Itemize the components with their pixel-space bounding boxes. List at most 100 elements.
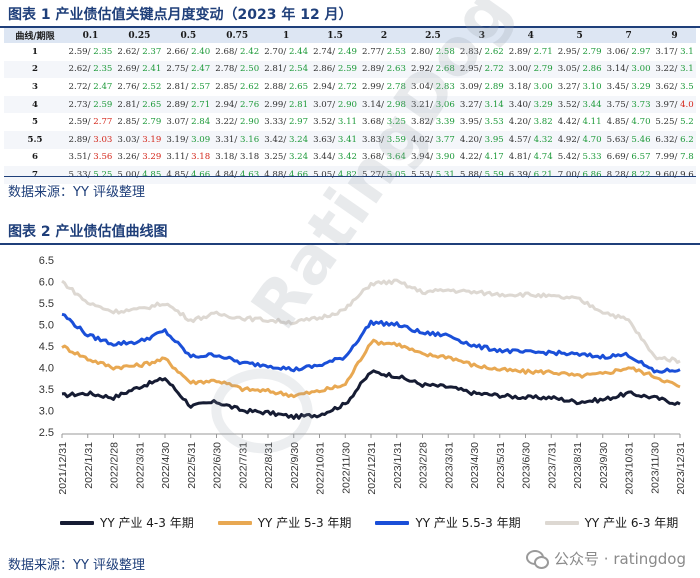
value-current: 2.98	[386, 99, 406, 110]
table-cell: 3.75/ 3.73	[604, 95, 654, 114]
value-previous: 2.83/	[459, 46, 485, 57]
table-cell: 3.06/ 2.97	[604, 43, 654, 61]
value-previous: 2.69/	[117, 64, 143, 75]
value-current: 2.54	[288, 64, 309, 75]
value-current: 3.18	[191, 152, 211, 163]
value-previous: 2.99/	[362, 81, 387, 92]
value-previous: 7.00/	[557, 169, 583, 180]
value-previous: 5.33/	[68, 169, 94, 180]
header-period: 0.5	[163, 28, 213, 43]
table-cell: 2.89/ 2.71	[506, 43, 556, 61]
table-cell: 2.92/ 2.68	[408, 60, 458, 79]
value-current: 2.81	[288, 99, 309, 110]
table-cell: 3.95/ 3.53	[457, 113, 507, 131]
value-previous: 5.53/	[410, 169, 436, 180]
table-cell: 2.59/ 2.35	[66, 43, 115, 61]
value-previous: 9.60/	[655, 169, 681, 180]
value-previous: 3.82/	[410, 117, 436, 128]
value-previous: 4.20/	[508, 117, 534, 128]
value-current: 3.19	[142, 134, 162, 145]
value-current: 2.84	[191, 117, 211, 128]
table-cell: 3.27/ 3.10	[555, 78, 605, 96]
x-tick-label: 2022/9/30	[289, 442, 301, 489]
table-cell: 3.33/ 2.97	[261, 113, 311, 131]
value-previous: 2.95/	[557, 46, 583, 57]
table-cell: 2.75/ 2.47	[163, 60, 213, 79]
y-tick-label: 3.5	[39, 384, 54, 396]
table-cell: 3.17/ 3.1	[653, 43, 696, 61]
value-current: 2.47	[191, 64, 211, 75]
x-tick-label: 2022/7/31	[237, 442, 249, 489]
table-cell: 4.85/ 4.70	[604, 113, 654, 131]
table-cell: 2.89/ 2.63	[359, 60, 409, 79]
legend-item: YY 产业 4-3 年期	[60, 514, 194, 531]
table-cell: 2.62/ 2.35	[66, 60, 115, 79]
y-tick-label: 4.5	[39, 341, 54, 353]
wechat-account-text: 公众号 · ratingdog	[554, 550, 686, 568]
value-previous: 3.33/	[264, 117, 289, 128]
value-current: 2.97	[288, 117, 309, 128]
value-previous: 4.02/	[410, 134, 436, 145]
table-cell: 2.99/ 2.81	[261, 95, 311, 114]
legend-item: YY 产业 6-3 年期	[544, 514, 679, 531]
table-cell: 3.45/ 3.29	[604, 78, 654, 96]
table-cell: 4.42/ 4.11	[555, 113, 605, 131]
value-previous: 3.18/	[215, 152, 241, 163]
value-current: 3.09	[191, 134, 211, 145]
x-tick-label: 2023/4/30	[469, 442, 481, 489]
value-current: 2.68	[435, 64, 455, 75]
value-current: 5.33	[582, 152, 602, 163]
curve-label: 4	[4, 95, 66, 114]
table-cell: 3.18/ 3.00	[506, 78, 556, 96]
table-cell: 3.27/ 3.14	[457, 95, 507, 114]
value-previous: 4.92/	[557, 134, 583, 145]
series-lines	[61, 278, 681, 420]
table-cell: 2.70/ 2.44	[261, 43, 311, 61]
value-previous: 3.52/	[313, 117, 338, 128]
legend-label: YY 产业 6-3 年期	[584, 516, 679, 530]
table-cell: 3.68/ 3.25	[359, 113, 409, 131]
value-previous: 4.85/	[606, 117, 632, 128]
value-current: 5.59	[484, 169, 504, 180]
table-cell: 2.81/ 2.54	[261, 60, 311, 79]
table-cell: 4.22/ 4.17	[457, 148, 507, 167]
value-current: 3.00	[533, 81, 553, 92]
value-previous: 2.75/	[166, 64, 192, 75]
value-current: 3.44	[582, 99, 602, 110]
value-previous: 2.94/	[313, 81, 338, 92]
table-cell: 3.40/ 3.29	[506, 95, 556, 114]
legend-item: YY 产业 5-3 年期	[217, 514, 351, 531]
value-current: 3.24	[288, 134, 309, 145]
value-previous: 2.89/	[362, 64, 387, 75]
table-cell: 3.14/ 3.00	[604, 60, 654, 79]
value-previous: 4.57/	[508, 134, 534, 145]
value-current: 4.66	[191, 169, 211, 180]
table-cell: 5.27/ 5.05	[359, 166, 409, 184]
table-cell: 7.00/ 6.86	[555, 166, 605, 184]
legend-item: YY 产业 5.5-3 年期	[375, 514, 521, 531]
table-cell: 2.68/ 2.42	[212, 43, 262, 61]
header-period: 2.5	[408, 28, 458, 43]
x-tick-label: 2023/11/30	[649, 442, 661, 494]
value-previous: 2.62/	[68, 64, 94, 75]
legend-swatch	[375, 520, 410, 525]
table-cell: 6.39/ 6.21	[506, 166, 556, 184]
curve-label: 1	[4, 43, 66, 61]
value-current: 7.8	[680, 152, 694, 163]
value-current: 2.47	[93, 81, 113, 92]
header-curve: 曲线/期限	[4, 28, 66, 43]
figure2-title: 图表 2 产业债估值曲线图	[8, 224, 168, 240]
table-cell: 3.26/ 3.29	[114, 148, 164, 167]
table-cell: 3.63/ 3.41	[310, 130, 360, 149]
value-current: 2.72	[484, 64, 504, 75]
value-current: 5.2	[680, 117, 694, 128]
table-cell: 4.84/ 4.63	[212, 166, 262, 184]
value-current: 3.73	[631, 99, 651, 110]
table-cell: 4.20/ 3.82	[506, 113, 556, 131]
x-axis: 2021/12/31 2022/1/31 2022/2/28 2022/3/31 202…	[57, 433, 687, 495]
curve-label: 5	[4, 113, 66, 131]
value-current: 3.59	[386, 134, 406, 145]
header-period: 5	[555, 28, 605, 43]
value-current: 3.56	[93, 152, 113, 163]
value-current: 2.40	[191, 46, 211, 57]
